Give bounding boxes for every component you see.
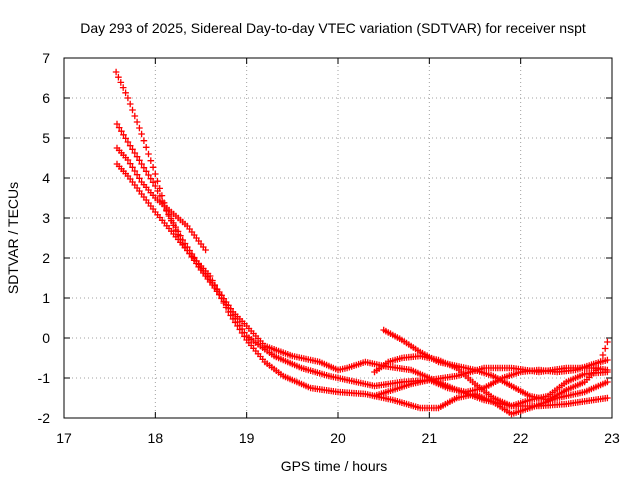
y-tick-label: 2	[42, 250, 50, 266]
y-tick-label: 6	[42, 90, 50, 106]
y-tick-label: 0	[42, 330, 50, 346]
chart-title: Day 293 of 2025, Sidereal Day-to-day VTE…	[80, 20, 586, 36]
series-track-1	[112, 68, 611, 410]
plus-markers	[113, 144, 209, 254]
x-tick-label: 18	[148, 430, 164, 446]
x-tick-label: 22	[513, 430, 529, 446]
plus-markers	[112, 68, 611, 410]
y-tick-label: -1	[38, 370, 51, 386]
x-axis-label: GPS time / hours	[281, 458, 388, 474]
x-tick-label: 23	[604, 430, 620, 446]
y-axis-label: SDTVAR / TECUs	[5, 182, 21, 294]
series-track-6	[371, 352, 611, 410]
grid-lines	[64, 58, 612, 418]
plus-markers	[113, 120, 611, 390]
y-tick-label: 5	[42, 130, 50, 146]
plus-markers	[371, 352, 611, 410]
data-points	[112, 68, 611, 418]
y-tick-label: 4	[42, 170, 50, 186]
y-tick-label: -2	[38, 410, 51, 426]
series-track-7	[371, 356, 611, 400]
series-track-2	[113, 120, 611, 390]
series-track-3	[113, 144, 209, 254]
x-tick-label: 21	[422, 430, 438, 446]
plus-markers	[113, 160, 611, 418]
x-tick-label: 20	[330, 430, 346, 446]
plus-markers	[371, 356, 611, 400]
y-tick-label: 1	[42, 290, 50, 306]
y-tick-label: 7	[42, 50, 50, 66]
x-tick-label: 19	[239, 430, 255, 446]
x-tick-label: 17	[56, 430, 72, 446]
series-track-4	[113, 160, 611, 418]
y-tick-label: 3	[42, 210, 50, 226]
